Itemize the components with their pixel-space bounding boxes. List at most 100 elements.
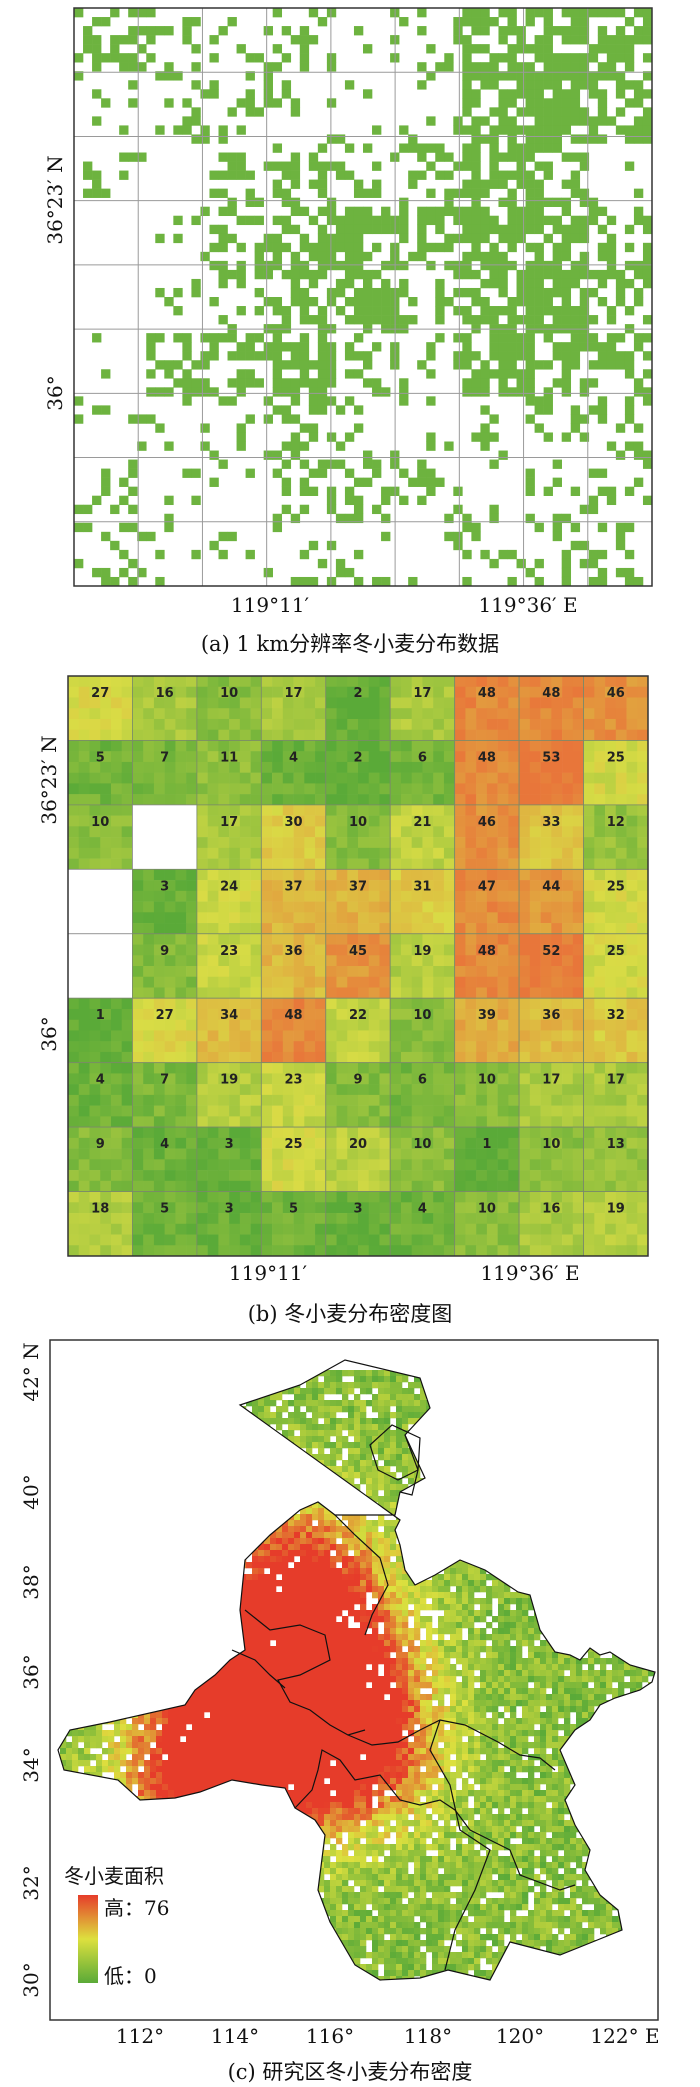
density-subpixel xyxy=(615,912,627,924)
density-subpixel xyxy=(315,1148,327,1160)
density-subpixel xyxy=(175,1180,187,1192)
density-subpixel xyxy=(465,676,477,688)
density-subpixel xyxy=(443,912,455,924)
wheat-pixel xyxy=(290,278,301,289)
density-subpixel xyxy=(422,1041,434,1053)
wheat-pixel xyxy=(453,233,463,244)
wheat-pixel xyxy=(155,125,165,135)
density-subpixel xyxy=(229,955,241,967)
density-subpixel xyxy=(497,1116,509,1128)
density-subpixel xyxy=(476,1159,488,1171)
wheat-pixel xyxy=(372,269,382,280)
wheat-pixel xyxy=(516,333,526,343)
density-subpixel xyxy=(293,815,305,827)
wheat-pixel xyxy=(480,17,490,27)
density-subpixel xyxy=(164,1019,176,1031)
density-subpixel xyxy=(605,987,617,999)
wheat-pixel xyxy=(299,287,310,298)
wheat-pixel xyxy=(642,333,653,343)
density-subpixel xyxy=(78,729,90,741)
density-subpixel xyxy=(519,729,531,741)
density-subpixel xyxy=(454,1041,466,1053)
density-subpixel xyxy=(186,1062,198,1074)
density-subpixel xyxy=(68,676,80,688)
wheat-pixel xyxy=(326,98,337,108)
density-subpixel xyxy=(433,1148,445,1160)
density-subpixel xyxy=(594,1180,606,1192)
wheat-pixel xyxy=(119,152,129,162)
wheat-pixel xyxy=(462,333,472,343)
density-subpixel xyxy=(282,1019,294,1031)
wheat-pixel xyxy=(498,306,508,316)
density-subpixel xyxy=(153,1191,165,1203)
density-subpixel xyxy=(282,1234,294,1246)
density-subpixel xyxy=(229,772,241,784)
density-subpixel xyxy=(572,686,584,698)
density-subpixel xyxy=(229,1073,241,1085)
density-subpixel xyxy=(207,794,219,806)
density-subpixel xyxy=(476,1051,488,1063)
wheat-pixel xyxy=(570,405,581,415)
density-subpixel xyxy=(400,1127,412,1139)
density-subpixel xyxy=(196,944,208,956)
density-subpixel xyxy=(529,783,541,795)
density-subpixel xyxy=(89,783,101,795)
density-value: 1 xyxy=(482,1137,491,1152)
wheat-pixel xyxy=(101,576,111,587)
density-subpixel xyxy=(433,686,445,698)
density-subpixel xyxy=(637,847,649,859)
density-subpixel xyxy=(282,697,294,709)
density-subpixel xyxy=(336,858,348,870)
density-subpixel xyxy=(132,1051,144,1063)
density-subpixel xyxy=(89,729,101,741)
density-subpixel xyxy=(519,826,531,838)
density-subpixel xyxy=(379,729,391,741)
density-subpixel xyxy=(239,944,251,956)
wheat-pixel xyxy=(462,215,472,226)
density-subpixel xyxy=(336,837,348,849)
density-subpixel xyxy=(411,923,423,935)
density-subpixel xyxy=(540,1223,552,1235)
density-subpixel xyxy=(476,1084,488,1096)
density-subpixel xyxy=(110,708,122,720)
density-value: 37 xyxy=(349,879,367,894)
density-subpixel xyxy=(465,1137,477,1149)
wheat-pixel xyxy=(552,89,562,99)
density-subpixel xyxy=(261,1030,273,1042)
wheat-pixel xyxy=(272,215,283,226)
wheat-pixel xyxy=(263,62,273,72)
wheat-pixel xyxy=(363,188,373,198)
wheat-pixel xyxy=(426,161,436,171)
density-subpixel xyxy=(379,718,391,730)
density-subpixel xyxy=(605,1191,617,1203)
density-subpixel xyxy=(562,890,574,902)
wheat-pixel xyxy=(525,242,535,253)
density-subpixel xyxy=(422,1213,434,1225)
wheat-pixel xyxy=(606,306,617,316)
density-subpixel xyxy=(465,1202,477,1214)
density-subpixel xyxy=(315,1234,327,1246)
density-subpixel xyxy=(637,1191,649,1203)
density-subpixel xyxy=(186,1245,198,1257)
density-subpixel xyxy=(390,847,402,859)
density-subpixel xyxy=(186,1234,198,1246)
wheat-pixel xyxy=(516,269,526,280)
density-subpixel xyxy=(411,1084,423,1096)
density-subpixel xyxy=(272,858,284,870)
density-subpixel xyxy=(164,1137,176,1149)
density-subpixel xyxy=(637,761,649,773)
wheat-pixel xyxy=(507,134,517,144)
density-subpixel xyxy=(368,1137,380,1149)
wheat-pixel xyxy=(525,342,535,352)
density-subpixel xyxy=(497,1148,509,1160)
density-pixel xyxy=(366,1370,373,1377)
density-subpixel xyxy=(400,761,412,773)
density-subpixel xyxy=(368,708,380,720)
density-subpixel xyxy=(347,772,359,784)
wheat-pixel xyxy=(507,197,517,207)
wheat-pixel xyxy=(74,558,84,569)
density-subpixel xyxy=(78,794,90,806)
density-subpixel xyxy=(379,1137,391,1149)
density-subpixel xyxy=(110,1073,122,1085)
wheat-pixel xyxy=(326,396,337,406)
